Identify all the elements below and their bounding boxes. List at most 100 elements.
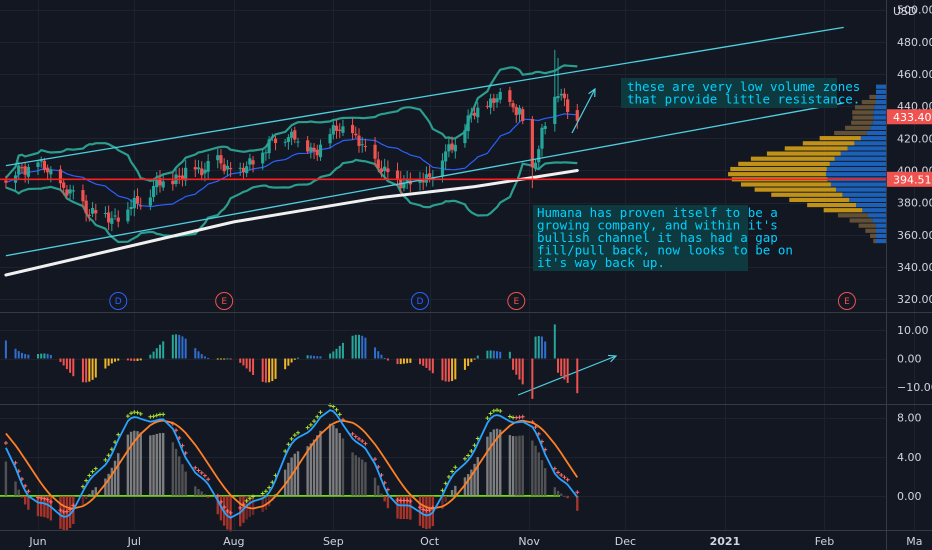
momentum-bar <box>24 354 27 359</box>
candle-body <box>293 130 297 140</box>
oscillator-bar <box>489 432 492 496</box>
annotation-thesis-note[interactable]: Humana has proven itself to be a growing … <box>533 205 793 271</box>
candle-body <box>530 119 534 168</box>
momentum-bar <box>518 358 521 380</box>
candle-body <box>463 130 467 144</box>
currency-label: USD <box>893 5 917 18</box>
momentum-bar <box>540 336 543 359</box>
oscillator-signal-mark <box>337 412 342 417</box>
momentum-bar <box>316 356 319 359</box>
volume-profile-bar <box>837 213 868 218</box>
oscillator-axis-tick: 4.00 <box>897 451 922 464</box>
oscillator-bar <box>422 495 425 528</box>
oscillator-bar <box>361 459 364 496</box>
oscillator-signal-mark <box>218 499 223 504</box>
oscillator-signal-mark <box>151 414 156 419</box>
candle-body <box>103 213 108 215</box>
momentum-bar <box>399 358 402 365</box>
time-axis[interactable]: Jun Jul Aug Sep Oct Nov Dec 2021 Feb Ma <box>28 535 922 548</box>
momentum-bar <box>37 354 39 359</box>
oscillator-signal-mark <box>395 498 400 503</box>
earnings-marker-icon[interactable] <box>507 292 526 310</box>
oscillator-signal-mark <box>312 419 317 424</box>
oscillator-bar <box>380 493 383 496</box>
oscillator-bar <box>396 495 399 519</box>
oscillator-bar <box>473 463 476 496</box>
momentum-bar <box>409 358 412 363</box>
candle-body <box>62 182 66 188</box>
oscillator-bar <box>508 435 512 496</box>
price-axis[interactable]: USD 500.00480.00460.00440.00420.00400.00… <box>893 4 932 503</box>
oscillator-bar <box>364 462 367 496</box>
time-axis-label: Dec <box>615 535 636 548</box>
time-axis-label: Nov <box>518 535 540 548</box>
oscillator-bar <box>17 489 20 496</box>
candle-body <box>338 129 342 131</box>
annotation-volume-bg <box>621 78 837 108</box>
momentum-bar <box>126 358 129 361</box>
momentum-bar <box>178 334 181 359</box>
time-axis-label: Ma <box>906 535 922 548</box>
channel-upper-line[interactable] <box>5 26 844 167</box>
up-arrow-drawing[interactable] <box>571 88 596 134</box>
oscillator-signal-mark <box>315 414 320 419</box>
candle-body <box>238 167 242 169</box>
candle-body <box>350 124 355 134</box>
oscillator-bar <box>174 448 178 496</box>
candle-body <box>26 167 30 177</box>
candle-body <box>537 149 541 163</box>
volume-profile-bar <box>784 146 848 151</box>
oscillator-bar <box>418 495 422 526</box>
candle-body <box>533 162 538 169</box>
oscillator-signal-mark <box>26 489 31 494</box>
price-axis-tick: 460.00 <box>897 68 932 81</box>
oscillator-bar <box>94 487 97 496</box>
momentum-arrow-drawing-head <box>607 354 618 363</box>
oscillator-bar <box>492 429 496 496</box>
oscillator-bar <box>354 455 357 496</box>
candle-body <box>261 152 265 164</box>
momentum-bar <box>537 336 540 359</box>
dividend-marker-icon[interactable] <box>109 292 128 310</box>
momentum-bar <box>91 358 94 380</box>
oscillator-bar <box>49 495 53 521</box>
momentum-bar <box>271 358 274 382</box>
oscillator-signal-mark <box>318 410 323 415</box>
oscillator-signal-mark <box>58 508 63 513</box>
momentum-bar <box>319 356 322 359</box>
earnings-marker-icon[interactable] <box>837 292 856 310</box>
oscillator-bar <box>14 481 17 496</box>
momentum-bar <box>223 358 226 360</box>
candle-body <box>206 161 210 172</box>
momentum-bar <box>268 358 271 383</box>
up-arrow-drawing-head <box>588 87 596 98</box>
candle-body <box>334 125 339 131</box>
oscillator-bar <box>399 495 402 520</box>
volume-profile-bar <box>819 136 861 141</box>
momentum-bar <box>46 353 49 359</box>
momentum-bar <box>476 355 479 359</box>
candle-body <box>328 134 332 144</box>
candle-body <box>418 179 422 183</box>
dividend-marker-icon[interactable] <box>410 292 429 310</box>
oscillator-signal-mark <box>263 489 268 494</box>
oscillator-bar <box>543 468 547 496</box>
momentum-bar <box>72 358 75 377</box>
candle-body <box>196 167 201 170</box>
candle-body <box>354 133 358 136</box>
earnings-marker-icon[interactable] <box>215 292 234 310</box>
momentum-bar <box>181 336 184 359</box>
oscillator-signal-mark <box>552 466 557 471</box>
candle-body <box>155 179 159 188</box>
oscillator-axis-tick: 8.00 <box>897 412 922 425</box>
candle-body <box>229 167 233 170</box>
oscillator-signal-mark <box>488 411 493 416</box>
momentum-bar <box>274 358 277 379</box>
momentum-bar <box>290 358 293 363</box>
momentum-bar <box>383 357 386 359</box>
momentum-bar <box>69 358 72 373</box>
annotation-volume-note[interactable]: these are very low volume zones that prov… <box>621 78 860 108</box>
oscillator-signal-mark <box>222 505 227 510</box>
momentum-bar <box>20 352 23 359</box>
